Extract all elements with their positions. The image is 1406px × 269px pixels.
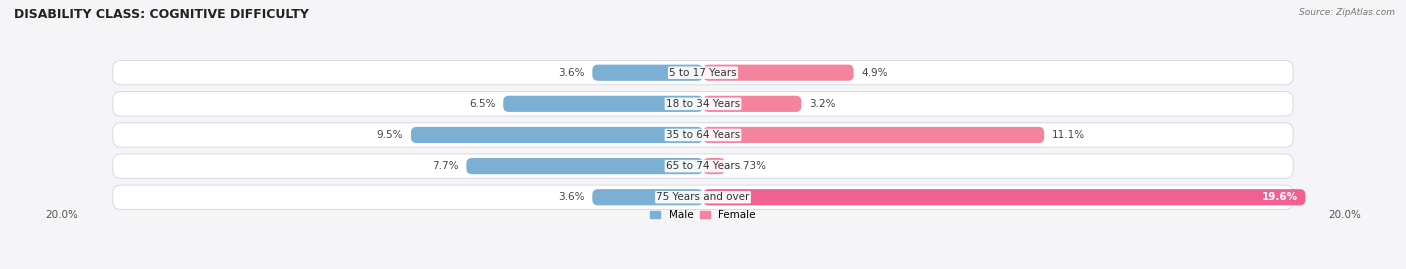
FancyBboxPatch shape — [112, 185, 1294, 209]
Text: Source: ZipAtlas.com: Source: ZipAtlas.com — [1299, 8, 1395, 17]
Text: 0.73%: 0.73% — [733, 161, 766, 171]
Text: DISABILITY CLASS: COGNITIVE DIFFICULTY: DISABILITY CLASS: COGNITIVE DIFFICULTY — [14, 8, 309, 21]
FancyBboxPatch shape — [703, 65, 853, 81]
Text: 3.6%: 3.6% — [558, 68, 585, 78]
Text: 7.7%: 7.7% — [432, 161, 458, 171]
Text: 3.2%: 3.2% — [808, 99, 835, 109]
Text: 9.5%: 9.5% — [377, 130, 404, 140]
FancyBboxPatch shape — [112, 123, 1294, 147]
FancyBboxPatch shape — [592, 65, 703, 81]
FancyBboxPatch shape — [503, 96, 703, 112]
FancyBboxPatch shape — [112, 92, 1294, 116]
Text: 20.0%: 20.0% — [45, 210, 79, 220]
Text: 4.9%: 4.9% — [862, 68, 887, 78]
FancyBboxPatch shape — [592, 189, 703, 205]
FancyBboxPatch shape — [467, 158, 703, 174]
FancyBboxPatch shape — [112, 61, 1294, 85]
Text: 6.5%: 6.5% — [470, 99, 495, 109]
FancyBboxPatch shape — [411, 127, 703, 143]
Text: 75 Years and over: 75 Years and over — [657, 192, 749, 202]
Text: 5 to 17 Years: 5 to 17 Years — [669, 68, 737, 78]
Text: 65 to 74 Years: 65 to 74 Years — [666, 161, 740, 171]
FancyBboxPatch shape — [703, 96, 801, 112]
Text: 18 to 34 Years: 18 to 34 Years — [666, 99, 740, 109]
FancyBboxPatch shape — [112, 154, 1294, 178]
Text: 19.6%: 19.6% — [1261, 192, 1298, 202]
Text: 35 to 64 Years: 35 to 64 Years — [666, 130, 740, 140]
FancyBboxPatch shape — [703, 127, 1045, 143]
Text: 3.6%: 3.6% — [558, 192, 585, 202]
Legend: Male, Female: Male, Female — [645, 206, 761, 224]
FancyBboxPatch shape — [703, 189, 1305, 205]
Text: 20.0%: 20.0% — [1327, 210, 1361, 220]
Text: 11.1%: 11.1% — [1052, 130, 1085, 140]
FancyBboxPatch shape — [703, 158, 725, 174]
